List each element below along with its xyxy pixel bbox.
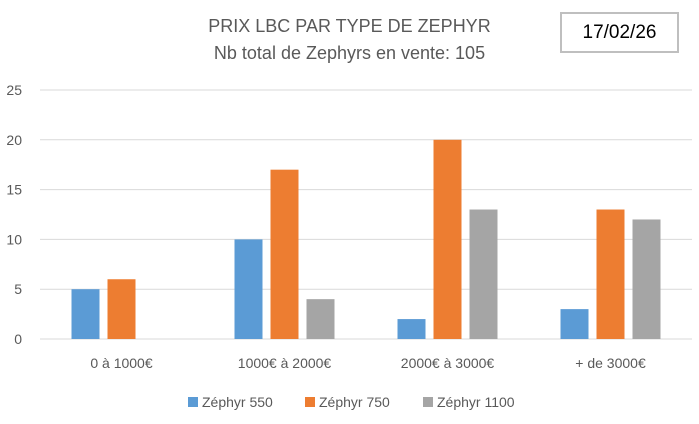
bar-z-phyr-1100 (632, 219, 661, 339)
y-tick-label: 25 (6, 82, 22, 98)
bar-z-phyr-550 (397, 319, 426, 339)
legend-label: Zéphyr 750 (319, 394, 390, 410)
date-box: 17/02/26 (560, 12, 679, 53)
bar-z-phyr-550 (560, 309, 589, 339)
bar-z-phyr-1100 (306, 299, 335, 339)
bar-z-phyr-550 (71, 289, 100, 339)
x-tick-label: + de 3000€ (575, 355, 646, 371)
legend-swatch (188, 397, 198, 407)
legend-swatch (305, 397, 315, 407)
bar-z-phyr-750 (270, 169, 299, 339)
bar-z-phyr-750 (596, 209, 625, 339)
x-tick-label: 2000€ à 3000€ (401, 355, 495, 371)
x-tick-label: 1000€ à 2000€ (238, 355, 332, 371)
x-tick-label: 0 à 1000€ (90, 355, 152, 371)
legend-label: Zéphyr 550 (202, 394, 273, 410)
chart-subtitle: Nb total de Zephyrs en vente: 105 (213, 43, 486, 63)
legend-swatch (423, 397, 433, 407)
bar-z-phyr-750 (433, 139, 462, 339)
legend-label: Zéphyr 1100 (437, 394, 515, 410)
y-tick-label: 5 (14, 281, 22, 297)
y-tick-label: 20 (6, 132, 22, 148)
date-label: 17/02/26 (582, 21, 657, 43)
y-tick-label: 10 (6, 231, 22, 247)
bar-z-phyr-550 (234, 239, 263, 339)
bar-z-phyr-750 (107, 279, 136, 339)
bar-z-phyr-1100 (469, 209, 498, 339)
y-tick-label: 0 (14, 331, 22, 347)
chart-title: PRIX LBC PAR TYPE DE ZEPHYR (208, 16, 491, 36)
y-tick-label: 15 (6, 182, 22, 198)
